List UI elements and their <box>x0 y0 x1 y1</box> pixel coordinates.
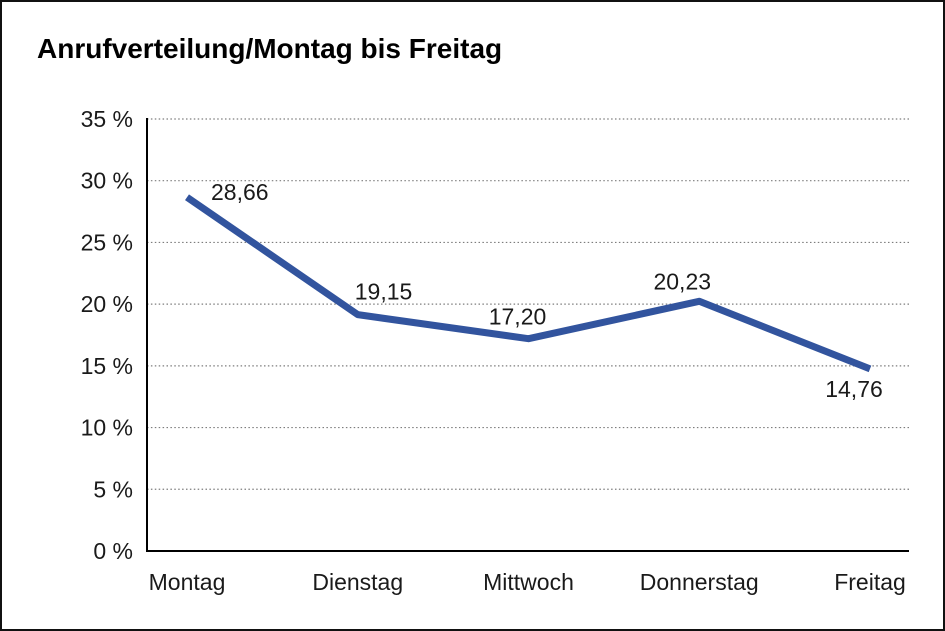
y-tick-label: 5 % <box>93 476 133 502</box>
y-tick-label: 35 % <box>81 106 133 132</box>
data-label: 28,66 <box>211 179 269 205</box>
y-tick-label: 15 % <box>81 353 133 379</box>
x-tick-label: Mittwoch <box>483 569 574 595</box>
x-tick-label: Dienstag <box>312 569 403 595</box>
x-tick-label: Donnerstag <box>640 569 759 595</box>
data-label: 20,23 <box>653 268 711 294</box>
chart-title: Anrufverteilung/Montag bis Freitag <box>37 33 503 64</box>
y-tick-label: 20 % <box>81 291 133 317</box>
y-tick-label: 0 % <box>93 538 133 564</box>
series-line <box>185 194 872 373</box>
data-label: 14,76 <box>825 376 883 402</box>
x-tick-label: Freitag <box>834 569 906 595</box>
x-tick-label: Montag <box>149 569 226 595</box>
data-label: 17,20 <box>489 304 547 330</box>
y-tick-label: 30 % <box>81 168 133 194</box>
data-label: 19,15 <box>355 279 413 305</box>
y-tick-label: 25 % <box>81 229 133 255</box>
y-tick-label: 10 % <box>81 415 133 441</box>
